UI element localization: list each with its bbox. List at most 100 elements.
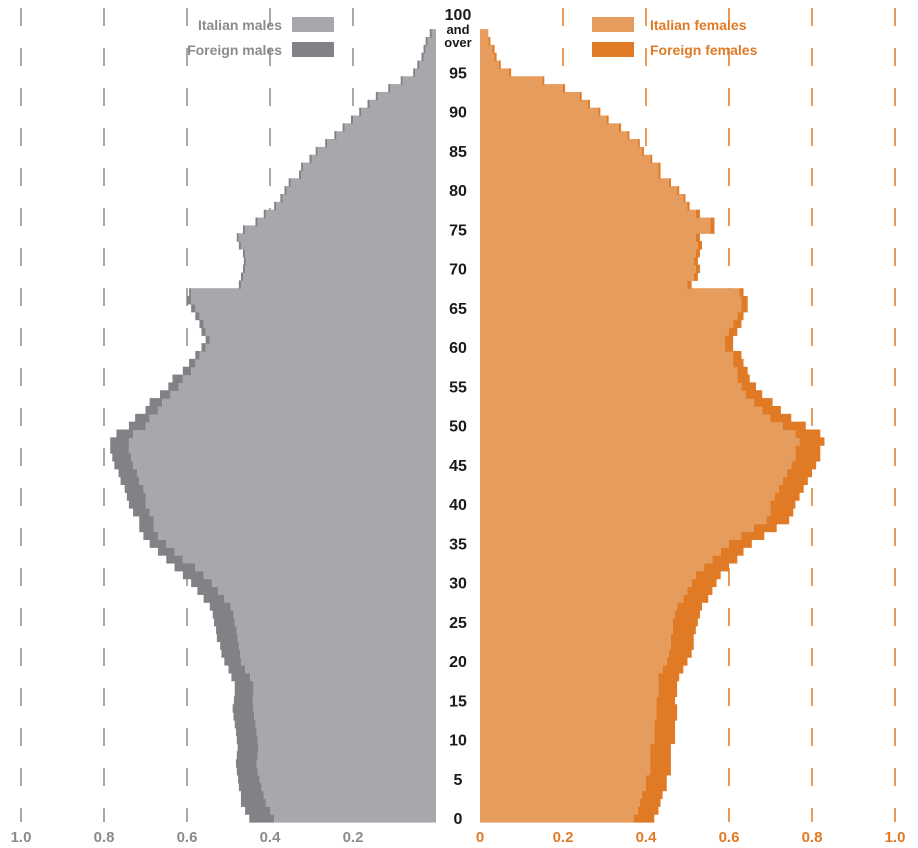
bar-italian-males [133, 429, 437, 438]
bar-italian-females [480, 727, 655, 737]
bar-italian-males [256, 759, 436, 768]
bar-italian-males [253, 680, 436, 690]
bar-italian-males [191, 288, 436, 297]
bar-foreign-females [791, 460, 817, 470]
bar-foreign-males [232, 704, 254, 713]
bar-italian-males [282, 194, 436, 203]
bar-foreign-females [598, 107, 601, 117]
bar-foreign-females [710, 217, 715, 226]
bar-italian-females [480, 798, 640, 807]
bar-foreign-females [683, 594, 709, 603]
bar-foreign-males [112, 453, 131, 462]
bar-italian-females [480, 280, 688, 289]
bar-italian-females [480, 508, 771, 517]
bar-italian-females [480, 343, 725, 352]
bar-foreign-females [498, 60, 501, 69]
bar-foreign-females [762, 405, 781, 415]
bar-foreign-males [243, 256, 246, 266]
bar-italian-males [240, 241, 436, 250]
bar-foreign-females [672, 617, 698, 627]
bar-italian-males [157, 405, 436, 415]
bar-italian-females [480, 453, 796, 462]
bar-foreign-females [753, 398, 773, 407]
bar-italian-females [480, 115, 607, 124]
bar-foreign-males [234, 680, 254, 690]
bar-italian-females [480, 539, 729, 548]
bar-italian-males [274, 814, 436, 823]
bar-italian-females [480, 217, 711, 226]
bar-foreign-females [741, 382, 756, 391]
bar-italian-males [257, 735, 436, 745]
bar-italian-females [480, 641, 671, 650]
bar-foreign-males [288, 178, 291, 187]
bar-foreign-females [646, 782, 667, 792]
bar-italian-males [423, 52, 436, 62]
bar-foreign-males [423, 44, 426, 54]
bar-italian-females [480, 657, 667, 666]
age-label: 75 [449, 222, 467, 239]
bar-foreign-females [695, 233, 700, 242]
bar-italian-females [480, 704, 657, 713]
bar-foreign-females [795, 453, 821, 462]
bar-italian-females [480, 99, 588, 109]
bar-foreign-females [650, 743, 671, 752]
bar-foreign-females [646, 774, 667, 784]
bar-foreign-females [697, 241, 703, 250]
bar-italian-females [480, 790, 642, 800]
bar-italian-females [480, 272, 694, 281]
bar-italian-males [353, 115, 436, 124]
bar-italian-males [182, 374, 436, 383]
age-label: 40 [449, 497, 467, 514]
bar-italian-males [174, 547, 437, 556]
bar-italian-males [128, 437, 436, 446]
bar-foreign-males [114, 460, 134, 470]
bar-foreign-males [189, 358, 196, 368]
bar-italian-females [480, 782, 646, 792]
bar-foreign-females [729, 539, 752, 548]
bar-italian-males [245, 256, 436, 266]
bar-foreign-males [182, 570, 204, 580]
legend-label: Italian males [198, 17, 282, 33]
bar-italian-females [480, 288, 740, 297]
age-label: 50 [449, 419, 467, 436]
bar-foreign-females [619, 123, 622, 132]
bar-foreign-females [542, 76, 545, 85]
bar-italian-males [377, 91, 436, 101]
age-label: 80 [449, 183, 467, 200]
bar-foreign-males [191, 578, 212, 588]
x-tick-label-right: 1.0 [885, 829, 906, 846]
bar-foreign-males [236, 735, 258, 745]
bar-italian-females [480, 617, 673, 627]
bar-foreign-males [213, 617, 235, 627]
bar-foreign-males [128, 500, 146, 509]
bar-italian-females [480, 405, 763, 415]
bar-foreign-males [182, 366, 192, 376]
bar-foreign-females [658, 170, 661, 179]
bar-italian-males [402, 76, 436, 85]
bar-italian-males [153, 523, 437, 533]
bar-foreign-males [172, 374, 183, 383]
bar-italian-females [480, 335, 725, 344]
bar-italian-males [245, 248, 436, 258]
bar-italian-females [480, 625, 673, 635]
age-label: 65 [449, 301, 467, 318]
legend-swatch [292, 17, 334, 32]
bar-foreign-males [280, 194, 283, 203]
bar-foreign-females [668, 649, 692, 658]
bar-foreign-females [656, 696, 676, 705]
bar-foreign-females [627, 131, 630, 140]
bar-foreign-males [233, 712, 255, 721]
x-tick-label-right: 0.2 [553, 829, 574, 846]
age-label: 5 [454, 772, 463, 789]
bar-italian-females [480, 44, 493, 54]
bar-foreign-males [240, 798, 266, 807]
age-axis: 0 5 10 15 20 25 30 35 40 45 50 55 60 65 70 75 80 85 90 95 10… [444, 7, 471, 828]
bar-foreign-males [236, 767, 258, 776]
legend-label: Foreign females [650, 42, 758, 58]
bar-foreign-females [693, 272, 698, 281]
bar-foreign-females [770, 500, 796, 509]
bar-foreign-females [637, 139, 640, 148]
bar-italian-females [480, 500, 771, 509]
bar-italian-males [286, 186, 436, 195]
age-label: 85 [449, 144, 467, 161]
